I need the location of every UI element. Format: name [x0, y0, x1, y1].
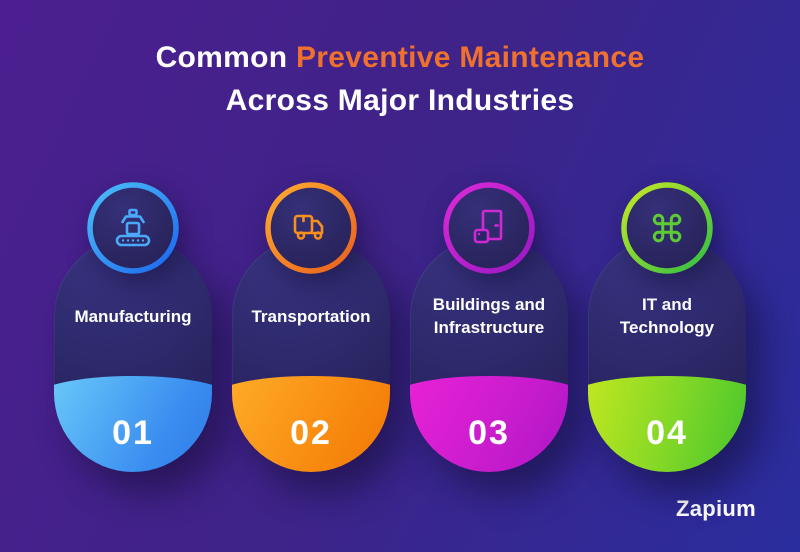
title-line-1: Common Preventive Maintenance	[0, 36, 800, 79]
card-number-section: 02	[232, 376, 390, 472]
conveyor-belt-icon	[87, 182, 179, 274]
command-icon	[621, 182, 713, 274]
card-buildings-infrastructure: Buildings and Infrastructure 03	[410, 180, 568, 472]
card-number-section: 04	[588, 376, 746, 472]
card-number-section: 03	[410, 376, 568, 472]
card-number: 02	[290, 413, 332, 452]
icon-ring	[621, 182, 713, 274]
title-prefix: Common	[155, 41, 288, 74]
door-icon	[443, 182, 535, 274]
card-label: Buildings and Infrastructure	[432, 295, 546, 337]
card-number: 04	[646, 413, 688, 452]
card-label: Manufacturing	[74, 306, 192, 326]
icon-ring	[87, 182, 179, 274]
card-it-technology: IT and Technology 04	[588, 180, 746, 472]
card-transportation: Transportation 02	[232, 180, 390, 472]
card-number: 01	[112, 413, 154, 452]
card-label: IT and Technology	[619, 295, 715, 337]
card-number: 03	[468, 413, 510, 452]
card-pill: Manufacturing 01	[54, 237, 212, 472]
title-accent: Preventive Maintenance	[296, 41, 645, 74]
card-manufacturing: Manufacturing 01	[54, 180, 212, 472]
brand-logo: Zapium	[675, 496, 756, 521]
industry-cards-row: Manufacturing 01 Transportation	[0, 180, 800, 472]
card-label: Transportation	[251, 306, 371, 326]
card-pill: IT and Technology 04	[588, 237, 746, 472]
page-title: Common Preventive Maintenance Across Maj…	[0, 36, 800, 122]
card-pill: Buildings and Infrastructure 03	[410, 237, 568, 472]
icon-ring	[443, 182, 535, 274]
title-line-2: Across Major Industries	[225, 84, 575, 117]
delivery-truck-icon	[265, 182, 357, 274]
card-number-section: 01	[54, 376, 212, 472]
card-pill: Transportation 02	[232, 237, 390, 472]
